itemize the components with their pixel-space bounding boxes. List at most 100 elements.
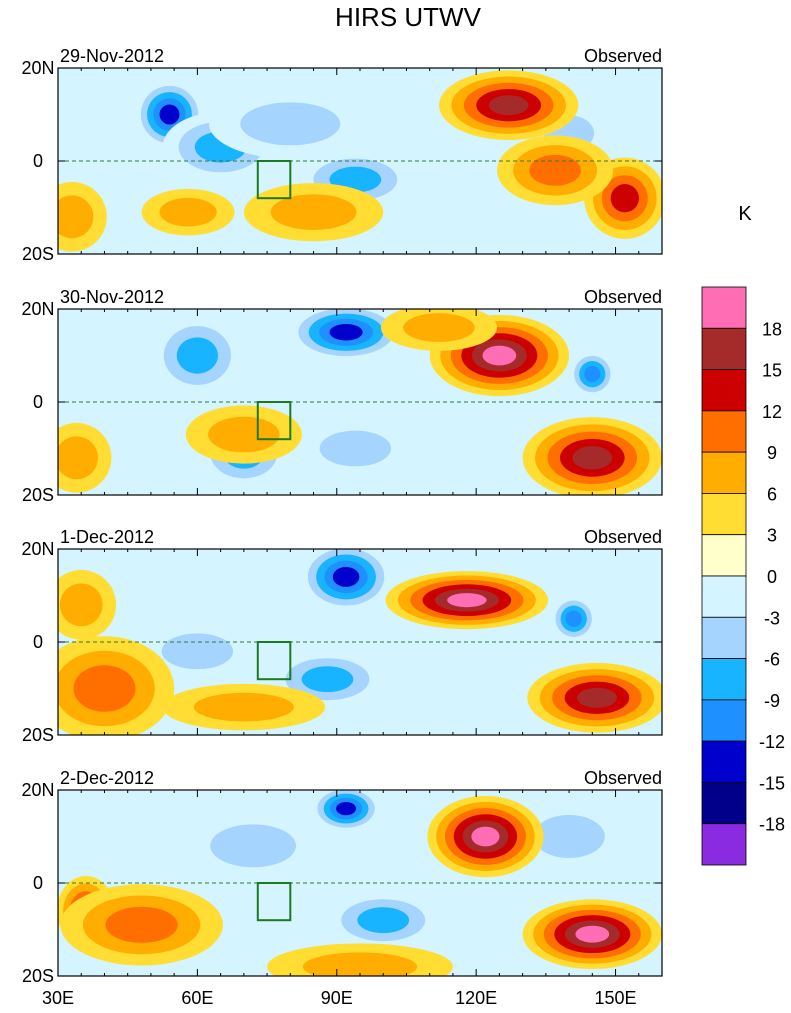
- colorbar-label: -6: [764, 650, 780, 670]
- anomaly-contour: [584, 366, 601, 383]
- colorbar-label: -3: [764, 608, 780, 628]
- anomaly-contour: [319, 430, 392, 467]
- panel-type-label: Observed: [584, 768, 662, 788]
- panel-date-label: 1-Dec-2012: [60, 527, 154, 547]
- colorbar-swatch: [701, 493, 747, 536]
- colorbar-swatch: [701, 451, 747, 494]
- colorbar-label: -12: [759, 732, 785, 752]
- x-tick-label: 60E: [181, 988, 213, 1008]
- y-tick-label: 20N: [21, 539, 54, 559]
- anomaly-contour: [572, 446, 613, 470]
- anomaly-contour: [471, 826, 500, 847]
- anomaly-contour: [332, 566, 360, 587]
- colorbar-label: -15: [759, 773, 785, 793]
- y-tick-label: 0: [33, 632, 43, 652]
- y-tick-label: 0: [33, 392, 43, 412]
- colorbar-label: -18: [759, 815, 785, 835]
- map-panel: 20N 0 20S 1-Dec-2012 Observed: [21, 527, 663, 745]
- colorbar: 18 15 12 9 6 3 0 -3 -6 -9 -12 -15 -18: [701, 286, 785, 866]
- anomaly-contour: [529, 154, 581, 186]
- colorbar-swatch: [701, 782, 747, 825]
- panels-group: 20N 0 20S 29-Nov-2012 Observed 20N 0 20S 30-Nov-…: [21, 46, 663, 1008]
- anomaly-contour: [329, 323, 363, 341]
- y-tick-label: 0: [33, 151, 43, 171]
- anomaly-contour: [208, 416, 280, 453]
- panel-date-label: 29-Nov-2012: [60, 46, 164, 66]
- y-tick-label: 20N: [21, 780, 54, 800]
- box-region: [256, 882, 292, 922]
- anomaly-contour: [176, 337, 219, 374]
- anomaly-contour: [58, 436, 99, 480]
- colorbar-label: 15: [762, 361, 782, 381]
- anomaly-contour: [577, 687, 617, 708]
- colorbar-swatch: [701, 327, 747, 370]
- colorbar-swatch: [701, 740, 747, 783]
- colorbar-label: 9: [767, 443, 777, 463]
- anomaly-contour: [336, 801, 357, 816]
- anomaly-contour: [482, 345, 517, 366]
- anomaly-contour: [105, 906, 178, 943]
- box-region: [256, 641, 292, 681]
- anomaly-contour: [565, 610, 582, 627]
- anomaly-contour: [159, 197, 217, 227]
- box-region: [256, 160, 292, 200]
- box-region: [256, 401, 292, 441]
- panel-date-label: 30-Nov-2012: [60, 287, 164, 307]
- colorbar-unit-label: K: [738, 203, 752, 225]
- anomaly-contour: [270, 194, 357, 231]
- anomaly-contour: [301, 666, 354, 693]
- anomaly-contour: [159, 104, 180, 125]
- anomaly-contour: [488, 95, 529, 116]
- x-tick-label: 90E: [321, 988, 353, 1008]
- colorbar-swatch: [701, 699, 747, 742]
- anomaly-contour: [210, 824, 297, 868]
- y-tick-label: 20N: [21, 299, 54, 319]
- colorbar-swatch: [701, 286, 747, 329]
- colorbar-swatch: [701, 410, 747, 453]
- map-panel: 20N 0 20S 30-Nov-2012 Observed: [21, 287, 663, 505]
- anomaly-contour: [575, 925, 610, 943]
- panel-type-label: Observed: [584, 287, 662, 307]
- y-tick-label: 20S: [22, 244, 54, 264]
- panel-type-label: Observed: [584, 46, 662, 66]
- y-tick-label: 20S: [22, 485, 54, 505]
- colorbar-label: -9: [764, 691, 780, 711]
- x-tick-label: 120E: [455, 988, 497, 1008]
- colorbar-swatch: [701, 823, 747, 866]
- anomaly-field: [58, 309, 662, 495]
- y-tick-label: 0: [33, 873, 43, 893]
- colorbar-swatch: [701, 658, 747, 701]
- x-tick-label: 150E: [595, 988, 637, 1008]
- anomaly-contour: [58, 195, 94, 239]
- anomaly-contour: [240, 102, 341, 146]
- anomaly-field: [58, 68, 662, 254]
- anomaly-field: [58, 790, 662, 976]
- anomaly-field: [58, 549, 662, 735]
- panel-type-label: Observed: [584, 527, 662, 547]
- colorbar-swatch: [701, 369, 747, 412]
- y-tick-label: 20S: [22, 725, 54, 745]
- x-tick-label: 30E: [42, 988, 74, 1008]
- panel-date-label: 2-Dec-2012: [60, 768, 154, 788]
- anomaly-contour: [161, 633, 234, 670]
- colorbar-label: 6: [767, 484, 777, 504]
- anomaly-contour: [193, 692, 294, 722]
- colorbar-label: 12: [762, 402, 782, 422]
- anomaly-contour: [73, 665, 136, 712]
- colorbar-label: 3: [767, 526, 777, 546]
- anomaly-contour: [302, 952, 418, 976]
- colorbar-swatch: [701, 616, 747, 659]
- anomaly-contour: [610, 184, 639, 213]
- chart-title: HIRS UTWV: [335, 2, 482, 32]
- colorbar-swatch: [701, 575, 747, 618]
- anomaly-contour: [59, 583, 103, 627]
- anomaly-contour: [533, 815, 605, 858]
- map-panel: 20N 0 20S 29-Nov-2012 Observed: [21, 46, 663, 264]
- anomaly-contour: [447, 593, 487, 608]
- y-tick-label: 20S: [22, 966, 54, 986]
- anomaly-contour: [357, 907, 410, 934]
- y-tick-label: 20N: [21, 58, 54, 78]
- colorbar-swatch: [701, 534, 747, 577]
- colorbar-label: 0: [767, 567, 777, 587]
- colorbar-label: 18: [762, 319, 782, 339]
